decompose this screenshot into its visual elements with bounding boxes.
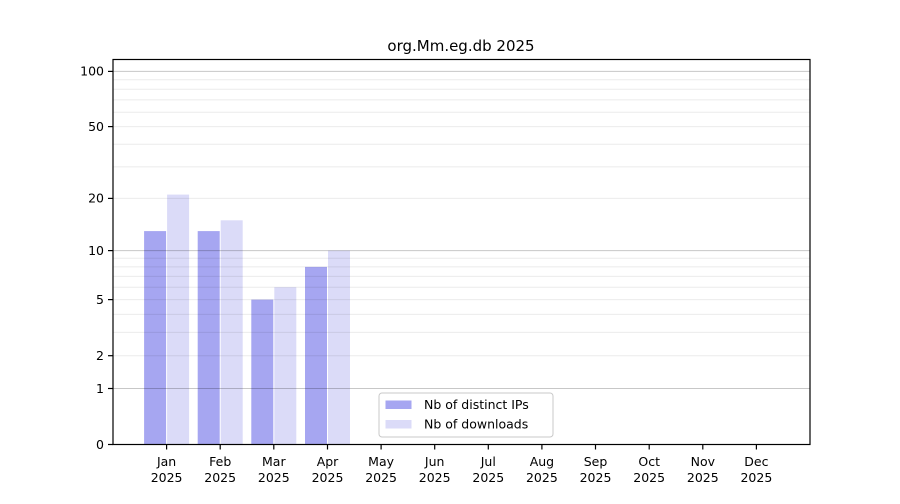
y-tick-label-2: 2 [96,348,104,363]
x-tick-year-oct: 2025 [633,470,665,485]
plot-border [112,58,811,446]
bar-mar-series-0 [251,299,274,445]
axis-layer: 0125102050100Jan2025Feb2025Mar2025Apr202… [80,58,811,485]
x-tick-year-aug: 2025 [526,470,558,485]
y-tick-label-100: 100 [80,64,104,79]
chart-title: org.Mm.eg.db 2025 [387,37,534,55]
x-tick-year-dec: 2025 [740,470,772,485]
x-tick-label-mar: Mar [262,454,286,469]
bar-apr-series-0 [305,266,327,445]
x-tick-label-may: May [368,454,394,469]
x-tick-label-jan: Jan [156,454,176,469]
x-tick-label-aug: Aug [530,454,554,469]
x-tick-label-apr: Apr [317,454,339,469]
bar-jan-series-1 [167,194,190,445]
legend-swatch-1 [385,420,412,429]
x-tick-year-jul: 2025 [472,470,504,485]
y-tick-label-20: 20 [88,191,104,206]
legend-box [378,392,554,438]
x-tick-label-dec: Dec [744,454,768,469]
y-tick-label-50: 50 [88,119,104,134]
x-tick-year-feb: 2025 [204,470,236,485]
x-tick-year-sep: 2025 [580,470,612,485]
x-tick-label-sep: Sep [584,454,608,469]
grid-layer [113,70,810,389]
bar-feb-series-1 [220,220,243,445]
x-tick-label-feb: Feb [209,454,231,469]
legend-label-0: Nb of distinct IPs [424,397,529,412]
x-tick-year-nov: 2025 [687,470,719,485]
x-tick-label-jun: Jun [424,454,445,469]
y-tick-label-10: 10 [88,243,104,258]
x-tick-label-oct: Oct [638,454,660,469]
bar-apr-series-1 [328,250,350,445]
x-tick-year-jun: 2025 [419,470,451,485]
x-tick-year-jan: 2025 [151,470,183,485]
bar-feb-series-0 [197,231,220,445]
bar-jan-series-0 [144,231,167,445]
bars-layer [144,194,350,445]
y-tick-label-0: 0 [96,437,104,452]
x-tick-label-jul: Jul [480,454,496,469]
x-tick-year-apr: 2025 [312,470,344,485]
legend-label-1: Nb of downloads [424,417,528,432]
y-tick-label-1: 1 [96,381,104,396]
legend: Nb of distinct IPs Nb of downloads [378,392,554,438]
x-tick-year-may: 2025 [365,470,397,485]
bar-mar-series-1 [274,287,297,445]
x-tick-year-mar: 2025 [258,470,290,485]
legend-swatch-0 [385,400,412,409]
x-tick-label-nov: Nov [691,454,716,469]
y-tick-label-5: 5 [96,292,104,307]
